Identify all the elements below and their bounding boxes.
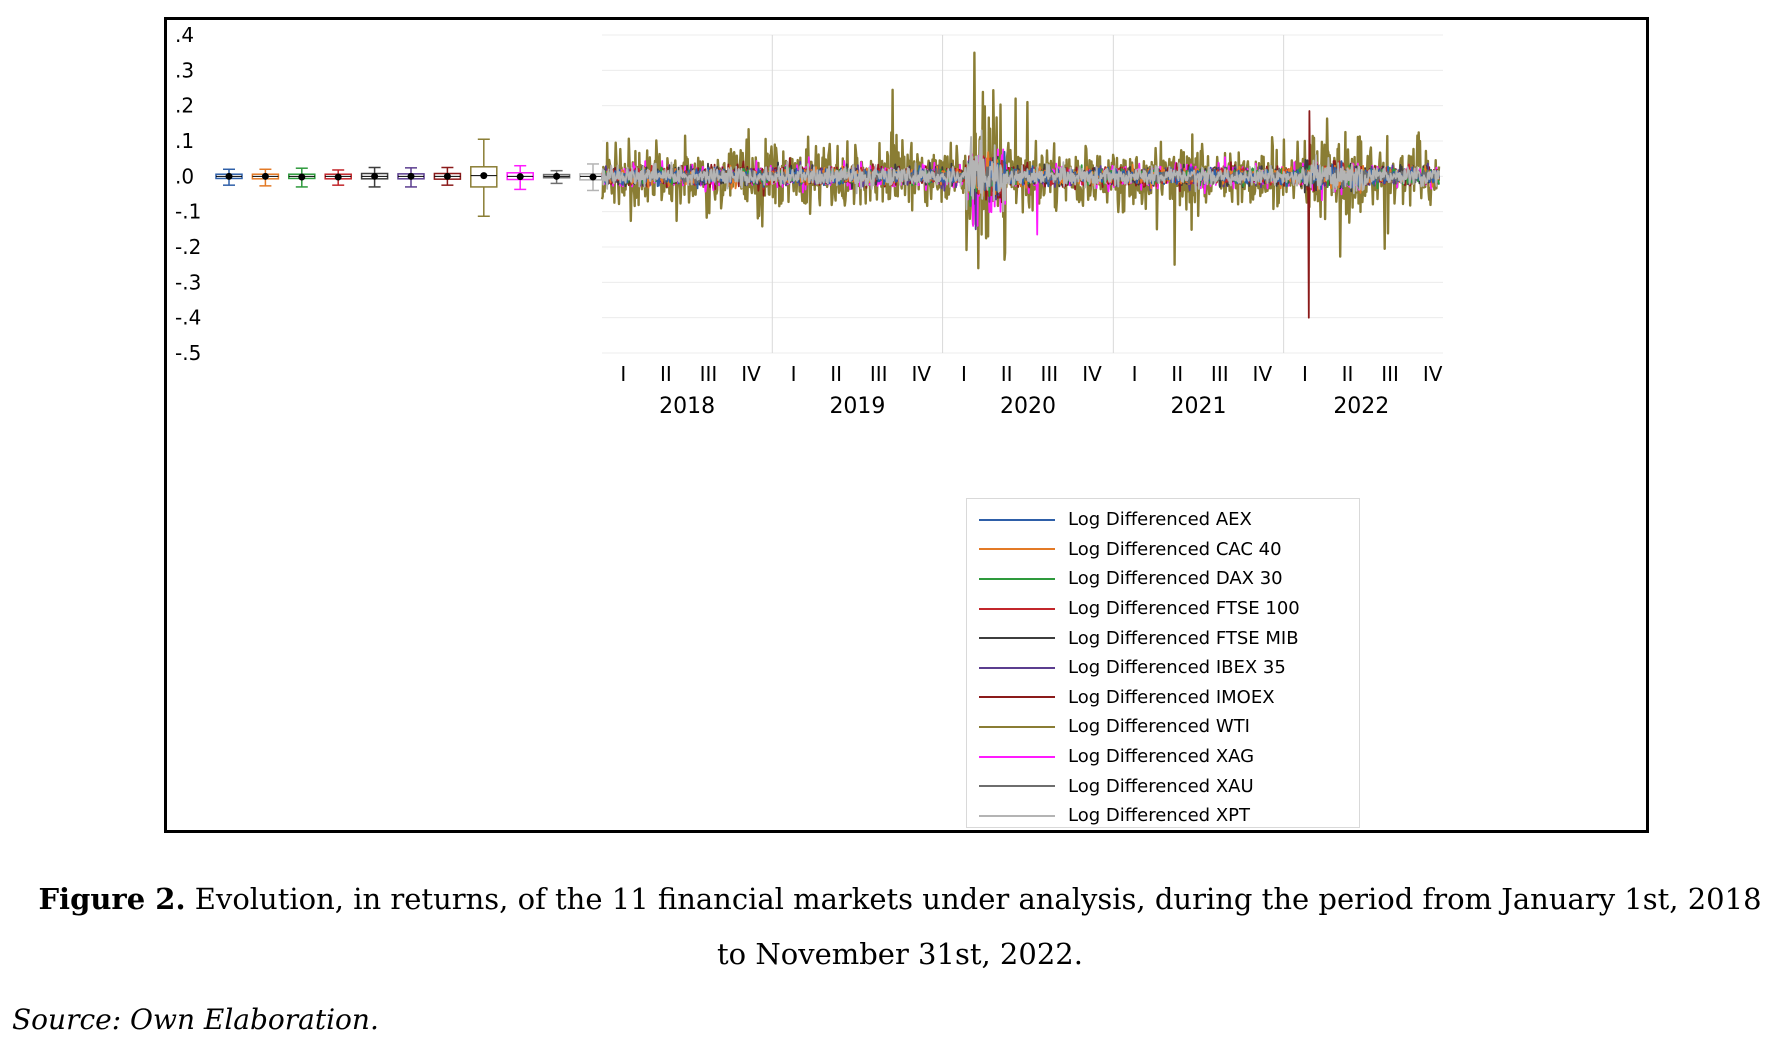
x-year-label: 2022 — [1333, 394, 1389, 419]
legend-item: Log Differenced DAX 30 — [967, 564, 1359, 594]
legend-item: Log Differenced WTI — [967, 712, 1359, 742]
x-quarter-label: IV — [1253, 362, 1273, 386]
x-quarter-label: II — [660, 362, 672, 386]
x-quarter-label: III — [1381, 362, 1399, 386]
x-quarter-label: III — [700, 362, 718, 386]
x-quarter-label: I — [1302, 362, 1308, 386]
x-quarter-label: III — [1211, 362, 1229, 386]
x-quarter-label: II — [1171, 362, 1183, 386]
legend-item: Log Differenced XPT — [967, 801, 1359, 831]
y-tick-label: .0 — [175, 164, 194, 188]
legend-item: Log Differenced CAC 40 — [967, 535, 1359, 565]
y-tick-label: -.3 — [175, 270, 201, 294]
y-tick-label: .2 — [175, 94, 194, 118]
boxplot-mean — [225, 172, 233, 180]
x-quarter-label: IV — [1423, 362, 1443, 386]
boxplot-mean — [261, 172, 269, 180]
legend-swatch — [979, 725, 1055, 728]
x-year-label: 2020 — [1000, 394, 1056, 419]
y-tick-label: -.1 — [175, 200, 201, 224]
x-year-label: 2019 — [829, 394, 885, 419]
figure-caption: Figure 2. Evolution, in returns, of the … — [30, 872, 1770, 982]
chart-legend: Log Differenced AEX Log Differenced CAC 4… — [966, 498, 1360, 828]
boxplot-mean — [334, 173, 342, 181]
boxplot-mean — [516, 173, 524, 181]
x-quarter-label: I — [791, 362, 797, 386]
legend-label: Log Differenced IBEX 35 — [1068, 657, 1286, 679]
legend-swatch — [979, 785, 1055, 788]
legend-label: Log Differenced XPT — [1068, 805, 1250, 827]
legend-label: Log Differenced XAG — [1068, 746, 1255, 768]
x-quarter-label: I — [1132, 362, 1138, 386]
legend-swatch — [979, 666, 1055, 669]
x-quarter-label: II — [830, 362, 842, 386]
figure-frame: .4.3.2.1.0 -.1 -.2 -.3 -.4 -.5 I II III IV 2018 I II… — [164, 17, 1649, 833]
boxplot-mean — [589, 173, 597, 181]
figure-caption-lead: Figure 2. — [38, 882, 186, 916]
legend-item: Log Differenced IBEX 35 — [967, 653, 1359, 683]
legend-item: Log Differenced FTSE 100 — [967, 594, 1359, 624]
y-tick-label: -.5 — [175, 341, 201, 365]
series-line — [601, 129, 1440, 213]
legend-item: Log Differenced AEX — [967, 505, 1359, 535]
x-year-label: 2018 — [659, 394, 715, 419]
legend-swatch — [979, 518, 1055, 521]
figure-caption-text: Evolution, in returns, of the 11 financi… — [194, 882, 1762, 971]
legend-item: Log Differenced IMOEX — [967, 683, 1359, 713]
legend-item: Log Differenced FTSE MIB — [967, 623, 1359, 653]
legend-swatch — [979, 637, 1055, 640]
boxplot-mean — [480, 172, 488, 180]
legend-label: Log Differenced AEX — [1068, 509, 1252, 531]
boxplot-mean — [407, 172, 415, 180]
legend-item: Log Differenced XAU — [967, 771, 1359, 801]
x-quarter-label: II — [1342, 362, 1354, 386]
legend-swatch — [979, 577, 1055, 580]
legend-label: Log Differenced WTI — [1068, 716, 1250, 738]
y-tick-label: -.4 — [175, 306, 201, 330]
legend-swatch — [979, 607, 1055, 610]
boxplot-mean — [298, 173, 306, 181]
x-quarter-label: II — [1001, 362, 1013, 386]
legend-swatch — [979, 548, 1055, 551]
legend-label: Log Differenced FTSE MIB — [1068, 627, 1299, 649]
x-quarter-label: I — [961, 362, 967, 386]
x-quarter-label: IV — [912, 362, 932, 386]
x-quarter-label: IV — [741, 362, 761, 386]
x-quarter-label: III — [870, 362, 888, 386]
x-quarter-label: III — [1040, 362, 1058, 386]
x-quarter-label: I — [620, 362, 626, 386]
boxplot-mean — [553, 172, 561, 180]
legend-label: Log Differenced FTSE 100 — [1068, 598, 1300, 620]
legend-swatch — [979, 814, 1055, 817]
y-tick-label: .4 — [175, 23, 194, 47]
x-quarter-label: IV — [1082, 362, 1102, 386]
legend-swatch — [979, 755, 1055, 758]
figure-source: Source: Own Elaboration. — [12, 1003, 379, 1036]
y-tick-label: .3 — [175, 58, 194, 82]
boxplot-mean — [371, 172, 379, 180]
legend-label: Log Differenced DAX 30 — [1068, 568, 1283, 590]
y-tick-label: -.2 — [175, 235, 201, 259]
legend-item: Log Differenced XAG — [967, 742, 1359, 772]
boxplot-mean — [443, 172, 451, 180]
x-year-label: 2021 — [1170, 394, 1226, 419]
legend-swatch — [979, 696, 1055, 699]
legend-label: Log Differenced XAU — [1068, 775, 1254, 797]
legend-label: Log Differenced CAC 40 — [1068, 538, 1282, 560]
legend-label: Log Differenced IMOEX — [1068, 686, 1275, 708]
y-tick-label: .1 — [175, 129, 194, 153]
